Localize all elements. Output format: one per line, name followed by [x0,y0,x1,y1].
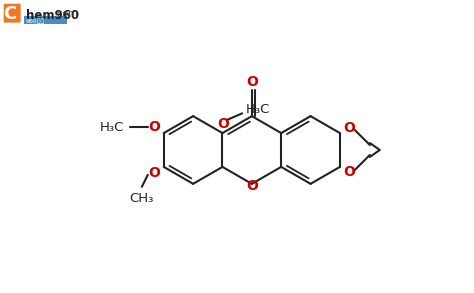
Text: H₃C: H₃C [246,103,270,116]
Text: O: O [246,75,258,89]
Text: O: O [218,117,229,131]
FancyBboxPatch shape [24,16,67,23]
Text: O: O [343,165,355,179]
Text: O: O [148,166,160,180]
Text: C: C [3,5,16,23]
Text: O: O [343,121,355,135]
Text: .com: .com [54,9,77,19]
Text: hem960: hem960 [26,9,79,22]
Text: 960化工: 960化工 [26,19,45,24]
FancyBboxPatch shape [4,4,21,23]
Text: CH₃: CH₃ [130,192,154,205]
Text: O: O [246,179,258,193]
Text: O: O [148,120,160,134]
Text: H₃C: H₃C [100,121,124,134]
